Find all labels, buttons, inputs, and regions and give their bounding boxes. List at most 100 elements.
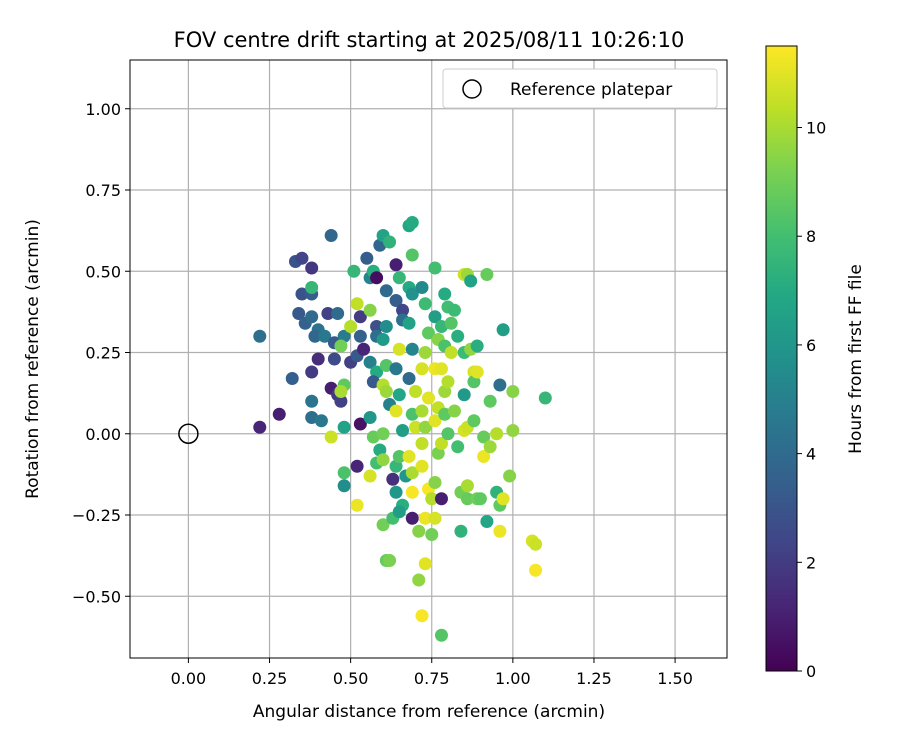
- data-point: [253, 420, 267, 434]
- data-point: [392, 505, 406, 519]
- x-tick-label: 1.25: [576, 669, 612, 688]
- data-point: [444, 346, 458, 359]
- data-point: [444, 316, 458, 330]
- data-point: [376, 427, 390, 441]
- data-point: [350, 459, 364, 473]
- data-point: [496, 323, 510, 337]
- data-point: [370, 320, 384, 333]
- plot-frame: [129, 59, 728, 659]
- data-point: [405, 287, 419, 301]
- data-point: [496, 492, 510, 506]
- data-point: [376, 518, 390, 532]
- data-point: [529, 563, 543, 577]
- data-point: [402, 450, 416, 463]
- data-point: [460, 492, 474, 506]
- data-point: [389, 485, 403, 499]
- x-tick-label: 0.50: [333, 669, 369, 688]
- data-point: [477, 450, 491, 463]
- data-point: [389, 459, 403, 473]
- data-point: [392, 342, 406, 356]
- data-point: [383, 235, 397, 249]
- data-point: [451, 329, 465, 343]
- data-point: [447, 303, 461, 317]
- data-point: [405, 466, 419, 480]
- data-point: [460, 479, 474, 493]
- data-point: [360, 251, 374, 265]
- data-point: [337, 329, 351, 343]
- data-point: [305, 365, 319, 379]
- data-point: [438, 287, 452, 301]
- data-point: [295, 251, 309, 265]
- x-axis-ticks: 0.00 0.25 0.50 0.75 1.00 1.25 1.50: [171, 658, 693, 688]
- data-point: [383, 554, 397, 567]
- data-point: [353, 417, 367, 431]
- data-point: [405, 511, 419, 525]
- data-point: [324, 229, 338, 242]
- data-point: [434, 362, 448, 376]
- data-point: [490, 427, 504, 441]
- y-tick-label: −0.25: [72, 506, 121, 525]
- y-tick-label: 0.50: [85, 262, 121, 281]
- data-point: [415, 609, 429, 623]
- data-point: [344, 320, 358, 333]
- data-point: [412, 524, 426, 538]
- data-point: [405, 485, 419, 499]
- data-point: [428, 310, 442, 324]
- legend-reference-marker: [462, 79, 482, 99]
- data-point: [392, 271, 406, 285]
- data-point: [454, 524, 468, 538]
- data-point: [347, 264, 361, 278]
- data-point: [434, 628, 448, 642]
- grid-lines: [130, 60, 727, 658]
- data-point: [409, 420, 423, 434]
- data-point: [392, 450, 406, 463]
- data-point: [334, 394, 348, 408]
- data-point: [363, 355, 377, 369]
- x-axis-label: Angular distance from reference (arcmin): [253, 702, 605, 722]
- data-point: [405, 342, 419, 356]
- data-point: [415, 281, 429, 294]
- data-point: [412, 573, 426, 587]
- data-point: [493, 378, 507, 392]
- data-point: [350, 498, 364, 512]
- data-point: [292, 307, 306, 320]
- data-point: [418, 297, 432, 311]
- data-point: [422, 391, 435, 405]
- colorbar: [765, 45, 798, 672]
- data-point: [379, 284, 393, 298]
- data-point: [434, 492, 448, 506]
- data-point: [318, 329, 332, 343]
- data-point: [409, 385, 423, 398]
- data-point: [308, 329, 322, 343]
- data-point: [434, 437, 448, 450]
- data-point: [311, 352, 325, 366]
- data-point: [480, 268, 494, 281]
- legend: Reference platepar: [442, 68, 718, 109]
- data-point: [321, 307, 335, 320]
- data-point: [503, 469, 517, 483]
- data-point: [480, 515, 494, 528]
- colorbar-tick-label: 6: [806, 336, 816, 355]
- data-point: [396, 424, 410, 437]
- data-point: [473, 492, 487, 506]
- data-point: [314, 414, 328, 428]
- data-point: [477, 430, 491, 444]
- x-tick-label: 0.00: [171, 669, 207, 688]
- data-point: [418, 557, 432, 571]
- data-point: [506, 424, 520, 437]
- data-point: [441, 427, 455, 441]
- data-point: [331, 307, 345, 320]
- data-point: [337, 420, 351, 434]
- data-point: [389, 404, 403, 418]
- data-point: [470, 365, 484, 379]
- data-point: [324, 430, 338, 444]
- data-point: [428, 511, 442, 525]
- x-tick-label: 0.75: [414, 669, 450, 688]
- data-point: [428, 261, 442, 275]
- data-point: [253, 329, 267, 343]
- data-point: [415, 459, 429, 473]
- data-point: [405, 248, 419, 262]
- data-point: [392, 388, 406, 402]
- data-point: [464, 274, 478, 288]
